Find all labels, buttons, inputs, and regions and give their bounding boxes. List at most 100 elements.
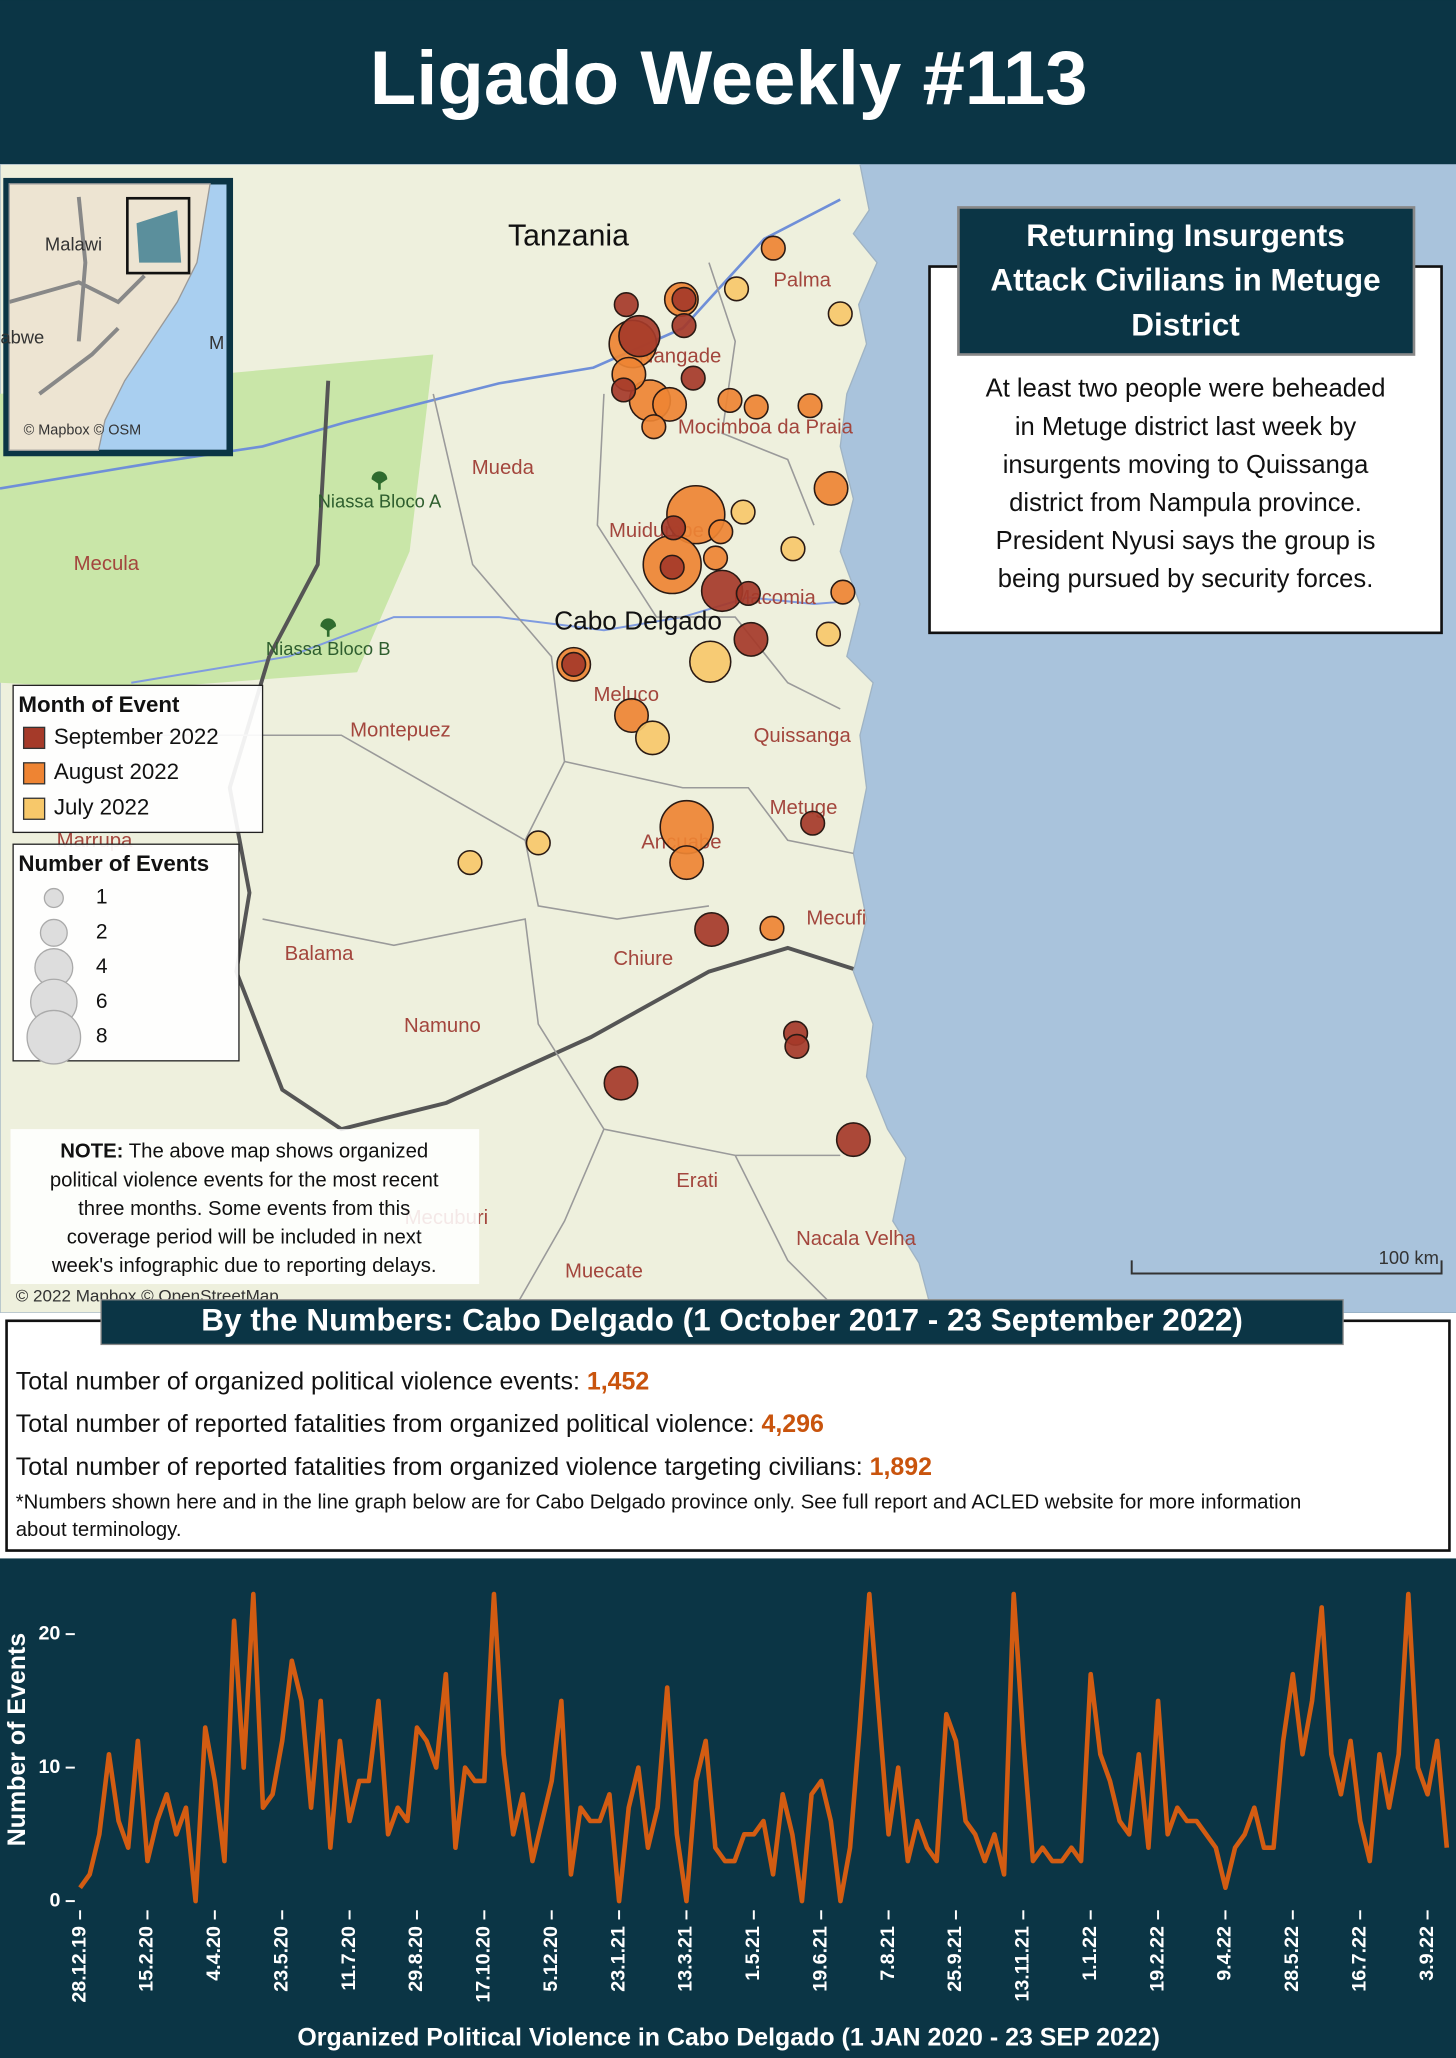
event-bubble [660, 515, 687, 541]
district-label: Palma [773, 269, 831, 291]
event-bubble [652, 386, 688, 422]
event-bubble [561, 651, 587, 677]
header-bar [0, 0, 1456, 165]
y-axis-label: Number of Events [3, 1633, 31, 1846]
inset-label: Malawi [45, 233, 102, 254]
event-bubble [618, 314, 661, 358]
reserve-label: Niassa Bloco A [318, 491, 442, 512]
river [0, 198, 841, 490]
event-bubble [694, 912, 730, 948]
event-bubble [760, 235, 786, 261]
x-axis-label: Organized Political Violence in Cabo Del… [297, 2024, 1160, 2052]
event-bubble [717, 387, 743, 414]
event-bubble [603, 1065, 639, 1101]
inset-borders [8, 196, 146, 396]
district-label: Mueda [472, 457, 535, 479]
scale-bar [1130, 1260, 1443, 1275]
event-bubble [723, 276, 750, 302]
district-label: Montepuez [350, 720, 451, 742]
district-label: Namuno [404, 1015, 481, 1037]
legend-label: September 2022 [54, 724, 219, 749]
callout-body: district from Nampula province. [1009, 489, 1362, 517]
y-tick-label: 0 [49, 1889, 60, 1911]
note-line: political violence events for the most r… [50, 1170, 439, 1192]
legend-title: Month of Event [18, 692, 180, 717]
callout-body: At least two people were beheaded [986, 375, 1386, 403]
stat-line: Total number of organized political viol… [16, 1367, 650, 1395]
stat-label: Total number of reported fatalities from… [16, 1452, 870, 1480]
event-bubble [800, 810, 826, 836]
x-tick-label: 17.10.20 [473, 1926, 495, 2003]
legend-bubble [26, 1009, 82, 1065]
inset-label: abwe [0, 327, 44, 348]
event-bubble [525, 830, 551, 856]
event-bubble [702, 545, 729, 571]
inset-province [136, 210, 182, 263]
x-tick-label: 19.2.22 [1146, 1926, 1168, 1992]
legend-label: 1 [96, 886, 108, 909]
note-text: week's infographic due to reporting dela… [51, 1256, 437, 1278]
legend-swatch [22, 762, 46, 785]
callout-body: being pursued by security forces. [998, 565, 1374, 593]
event-bubble [730, 499, 756, 525]
x-tick-label: 23.5.20 [270, 1926, 292, 1992]
note-box [10, 1129, 480, 1285]
callout-title: District [1131, 306, 1240, 342]
reserve-icon [371, 471, 388, 490]
x-tick-label: 28.12.19 [68, 1926, 90, 2003]
event-bubble [815, 621, 842, 647]
x-tick-label: 13.3.21 [675, 1926, 697, 1992]
x-tick-label: 13.11.21 [1012, 1926, 1034, 2002]
event-bubble [635, 720, 671, 756]
x-tick-label: 29.8.20 [405, 1926, 427, 1992]
numbers-title: By the Numbers: Cabo Delgado (1 October … [201, 1301, 1243, 1337]
event-bubble [733, 621, 769, 657]
legend-swatch [22, 797, 46, 820]
y-tick-label: 10 [38, 1756, 60, 1778]
note-label: NOTE: [60, 1141, 123, 1163]
district-label: Meluco [593, 684, 659, 706]
event-bubble [830, 579, 856, 605]
color-legend-box [12, 684, 264, 834]
callout-title: Attack Civilians in Metuge [990, 262, 1380, 298]
inset-attribution: © Mapbox © OSM [24, 422, 142, 438]
event-bubble [813, 470, 849, 506]
callout-body: in Metuge district last week by [1015, 413, 1357, 441]
district-label: Balama [285, 943, 355, 965]
x-tick-label: 23.1.21 [607, 1926, 629, 1992]
inset-label: M [209, 332, 224, 353]
event-bubble [780, 536, 806, 562]
x-tick-label: 11.7.20 [338, 1926, 360, 1991]
numbers-title-box [100, 1299, 1344, 1346]
reserve-icon [320, 618, 337, 637]
reserve-label: Niassa Bloco B [266, 638, 391, 659]
x-tick-label: 7.8.21 [877, 1926, 899, 1981]
legend-bubble [43, 887, 64, 909]
stat-value: 4,296 [762, 1410, 824, 1438]
callout-title-box [957, 206, 1416, 356]
event-bubble [784, 1033, 810, 1059]
district-label: Mecula [74, 553, 140, 575]
x-tick-label: 1.5.21 [742, 1926, 764, 1981]
event-bubble [680, 365, 706, 391]
note-line: three months. Some events from this [78, 1198, 410, 1220]
event-bubble [659, 554, 685, 580]
event-bubble [827, 301, 853, 327]
event-bubble [689, 640, 732, 683]
stat-value: 1,452 [587, 1367, 649, 1395]
event-bubble [641, 414, 667, 440]
scale-label: 100 km [1379, 1247, 1439, 1268]
note-line: week's infographic due to reporting dela… [51, 1256, 437, 1278]
legend-bubble [39, 918, 68, 947]
event-bubble [457, 849, 483, 876]
note-text: coverage period will be included in next [67, 1227, 422, 1249]
x-tick-label: 9.4.22 [1214, 1926, 1236, 1981]
event-bubble [759, 915, 785, 941]
note-text: political violence events for the most r… [50, 1170, 439, 1192]
district-label: Mecufi [806, 907, 866, 929]
stat-value: 1,892 [870, 1452, 932, 1480]
x-tick-label: 19.6.21 [809, 1926, 831, 1992]
legend-label: 4 [96, 955, 108, 978]
x-tick-label: 25.9.21 [944, 1926, 966, 1992]
x-tick-label: 5.12.20 [540, 1926, 562, 1992]
